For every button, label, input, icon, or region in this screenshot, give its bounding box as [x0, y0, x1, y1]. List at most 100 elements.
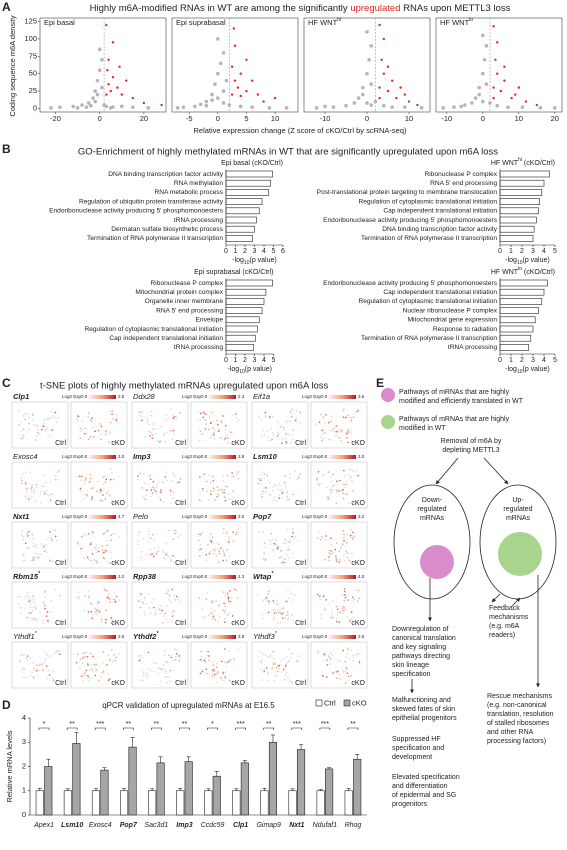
tsne-cell — [273, 616, 276, 619]
tsne-cell — [344, 670, 347, 673]
tsne-cell — [27, 495, 30, 497]
tsne-cell — [110, 421, 112, 424]
bar — [232, 790, 241, 816]
tsne-cell — [100, 676, 102, 678]
tsne-cell — [227, 660, 230, 663]
tsne-frame — [190, 461, 248, 509]
tsne-cell — [268, 600, 270, 603]
error-bar — [37, 788, 42, 791]
tsne-cell — [27, 535, 29, 537]
gene-sup: * — [35, 631, 38, 637]
colorbar-label: Log2 Exp — [182, 454, 202, 459]
point — [216, 96, 220, 100]
tsne-cell — [328, 438, 331, 441]
tsne-cell — [216, 495, 218, 498]
tsne-cell — [80, 547, 83, 550]
tsne-cell — [272, 433, 275, 436]
point — [399, 86, 402, 89]
tsne-cell — [148, 606, 151, 609]
condition-label: Ctrl — [55, 560, 66, 567]
x-tick-label: 4 — [262, 357, 266, 364]
tsne-cell — [174, 598, 177, 600]
tsne-cell — [293, 594, 296, 596]
tsne-cell — [59, 653, 61, 656]
tsne-cell — [23, 654, 25, 656]
bar — [225, 198, 263, 205]
tsne-cell — [95, 548, 97, 551]
tsne-cell — [346, 552, 349, 554]
bar — [225, 298, 265, 305]
legend-swatch — [343, 699, 351, 707]
point — [105, 23, 108, 27]
tsne-cell — [52, 670, 55, 673]
gene-text: Ddx28 — [133, 392, 156, 401]
tsne-cell — [355, 470, 357, 473]
tsne-cell — [317, 470, 320, 473]
x-tick-label: Ccdc59 — [201, 822, 225, 829]
tsne-cell — [285, 441, 288, 443]
gene-text: Clp1 — [13, 392, 29, 401]
tsne-cell — [172, 472, 174, 474]
tsne-cell — [199, 476, 201, 478]
tsne-cell — [170, 560, 172, 562]
plot-title: Epi suprabasal (cKO/Ctrl) — [194, 269, 273, 276]
colorbar-label: Log2 Exp — [302, 574, 322, 579]
tsne-cell — [279, 608, 281, 611]
tsne-cell — [163, 654, 165, 657]
y-tick-label: 75 — [29, 51, 37, 60]
panel-label: D — [2, 698, 11, 712]
tsne-cell — [47, 669, 50, 672]
x-tick-label: Imp3 — [176, 822, 192, 829]
point — [284, 106, 289, 110]
colorbar — [88, 635, 116, 639]
tsne-cell — [20, 437, 22, 439]
tsne-cell — [164, 440, 167, 443]
tsne-cell — [276, 611, 279, 613]
tsne-cell — [266, 474, 269, 477]
point — [407, 100, 411, 103]
diagram-text: mRNAs — [420, 515, 445, 522]
tsne-cell — [357, 474, 359, 477]
legend-circle — [381, 415, 395, 429]
bar — [225, 307, 263, 314]
tsne-cell — [52, 415, 55, 417]
tsne-cell — [75, 596, 78, 598]
tsne-cell — [174, 658, 177, 661]
tsne-cell — [228, 555, 231, 557]
tsne-frame — [310, 521, 368, 569]
point — [111, 41, 115, 44]
tsne-cell — [285, 485, 287, 488]
tsne-cell — [290, 415, 293, 418]
tsne-cell — [155, 432, 158, 435]
gene-text: Pop7 — [253, 512, 272, 521]
tsne-cell — [32, 419, 34, 421]
tsne-cell — [263, 477, 265, 479]
colorbar-tick: 2.5 — [118, 394, 125, 399]
tsne-cell — [216, 486, 219, 489]
tsne-cell — [267, 656, 269, 658]
tsne-cell — [332, 672, 334, 674]
diagram-text: specification and — [392, 745, 444, 752]
tsne-cell — [78, 475, 81, 478]
point — [75, 106, 80, 110]
tsne-cell — [102, 483, 104, 486]
tsne-cell — [174, 475, 177, 477]
tsne-cell — [228, 612, 230, 615]
tsne-cell — [162, 664, 164, 666]
title-text: Epi basal — [221, 160, 250, 167]
tsne-cell — [219, 420, 222, 422]
tsne-cell — [30, 487, 32, 490]
tsne-cell — [332, 616, 334, 619]
tsne-cell — [292, 438, 294, 441]
tsne-cell — [279, 611, 281, 613]
tsne-cell — [220, 422, 223, 424]
tsne-cell — [26, 594, 29, 597]
tsne-cell — [31, 671, 33, 673]
colorbar-tick: 0.0 — [321, 394, 328, 399]
tsne-cell — [346, 616, 349, 619]
tsne-cell — [269, 415, 271, 418]
tsne-cell — [102, 651, 105, 654]
tsne-cell — [199, 554, 201, 557]
tsne-cell — [222, 475, 225, 478]
tsne-cell — [346, 653, 348, 655]
